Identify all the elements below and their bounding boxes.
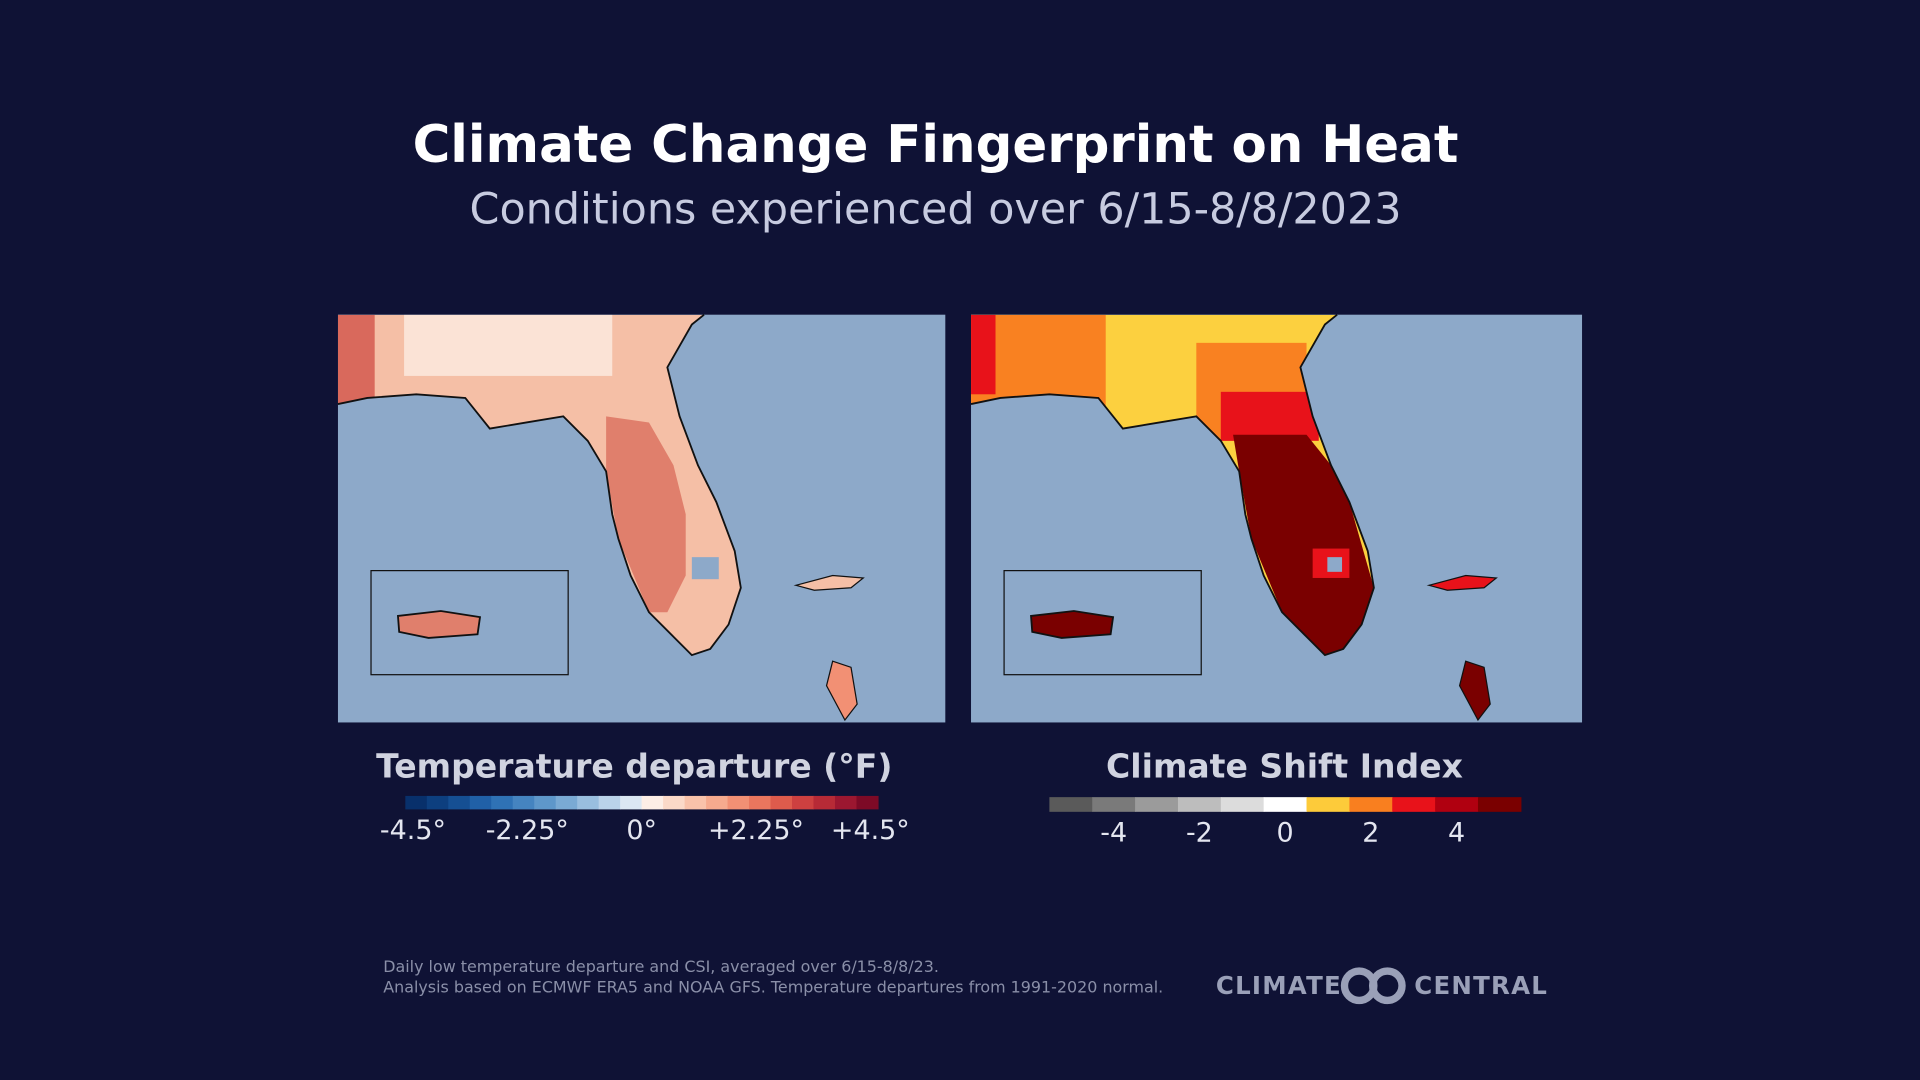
footnote: Daily low temperature departure and CSI,… bbox=[383, 957, 939, 976]
color-bin bbox=[834, 795, 858, 810]
footnote: Analysis based on ECMWF ERA5 and NOAA GF… bbox=[383, 978, 1163, 997]
color-bin bbox=[684, 795, 707, 810]
csi-map bbox=[970, 313, 1583, 723]
tick-label: -4.5° bbox=[380, 815, 446, 846]
legend-title: Temperature departure (°F) bbox=[376, 746, 892, 785]
color-bin bbox=[1177, 797, 1222, 812]
color-bin bbox=[663, 795, 686, 810]
temperature-map bbox=[337, 313, 946, 723]
tick-label: 0 bbox=[1277, 817, 1294, 848]
tick-label: +2.25° bbox=[708, 815, 804, 846]
color-bin bbox=[792, 795, 815, 810]
color-bin bbox=[1306, 797, 1350, 812]
color-bin bbox=[1092, 797, 1136, 812]
tick-label: 4 bbox=[1448, 817, 1465, 848]
color-bin bbox=[577, 795, 600, 810]
tick-label: 0° bbox=[626, 815, 657, 846]
logo: CLIMATE CENTRAL bbox=[1216, 967, 1548, 1005]
tick-label: 2 bbox=[1362, 817, 1379, 848]
color-bin bbox=[813, 795, 836, 810]
color-bin bbox=[856, 795, 879, 810]
color-bin bbox=[534, 795, 557, 810]
color-bin bbox=[426, 795, 449, 810]
tick-label: -2.25° bbox=[486, 815, 569, 846]
color-bin bbox=[1220, 797, 1265, 812]
color-bin bbox=[1392, 797, 1436, 812]
color-bin bbox=[1049, 797, 1093, 812]
color-bin bbox=[620, 795, 643, 810]
color-bin bbox=[727, 795, 750, 810]
color-bin bbox=[641, 795, 664, 810]
color-bin bbox=[448, 795, 471, 810]
color-bin bbox=[555, 795, 578, 810]
legend-title: Climate Shift Index bbox=[1106, 746, 1463, 785]
title: Climate Change Fingerprint on Heat bbox=[413, 115, 1459, 175]
color-bin bbox=[405, 795, 428, 810]
color-bin bbox=[1263, 797, 1308, 812]
color-bin bbox=[491, 795, 514, 810]
color-bin bbox=[770, 795, 793, 810]
color-bin bbox=[512, 795, 535, 810]
tick-label: -4 bbox=[1100, 817, 1127, 848]
subtitle: Conditions experienced over 6/15-8/8/202… bbox=[470, 184, 1402, 234]
color-bin bbox=[706, 795, 729, 810]
logo-text: CENTRAL bbox=[1414, 971, 1548, 1000]
color-bin bbox=[1477, 797, 1522, 812]
tick-label: +4.5° bbox=[831, 815, 910, 846]
color-bin bbox=[1435, 797, 1479, 812]
color-bin bbox=[749, 795, 772, 810]
color-bin bbox=[469, 795, 492, 810]
color-bin bbox=[1135, 797, 1179, 812]
logo-text: CLIMATE bbox=[1216, 971, 1342, 1000]
tick-label: -2 bbox=[1186, 817, 1213, 848]
color-bin bbox=[598, 795, 621, 810]
color-bin bbox=[1349, 797, 1393, 812]
